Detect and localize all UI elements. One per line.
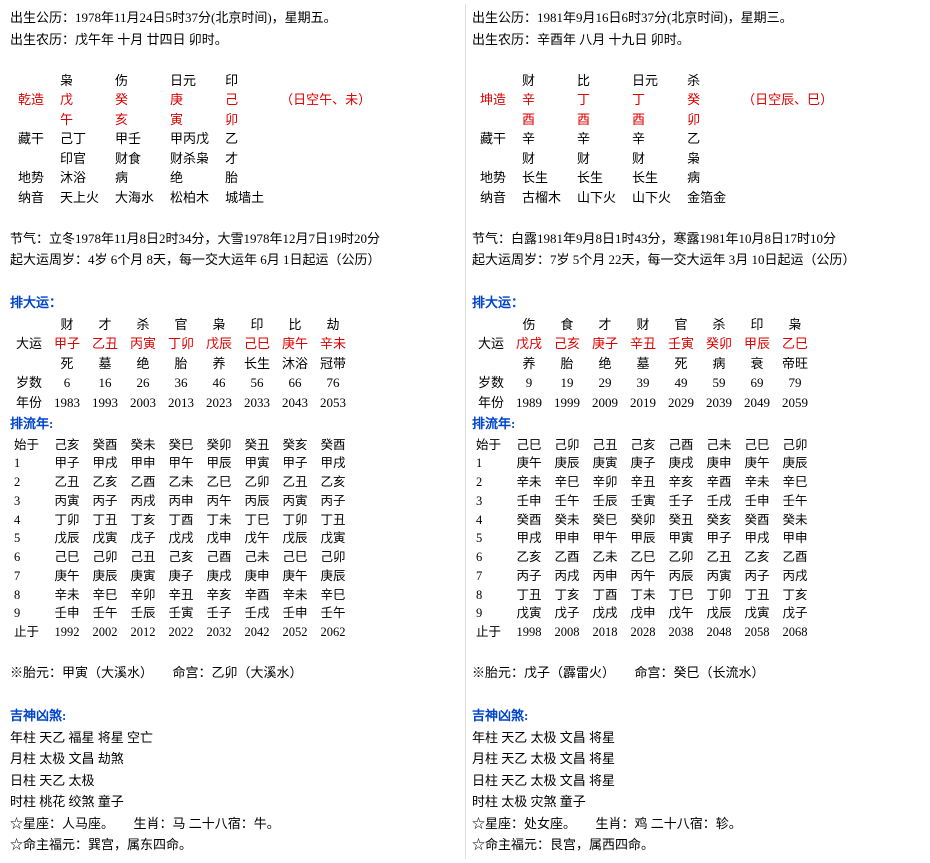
- lunar-line: 出生农历：戊午年 十月 廿四日 卯时。: [10, 30, 459, 50]
- qiyun-line: 起大运周岁：7岁 5个月 22天，每一交大运年 3月 10日起运（公历）: [472, 250, 920, 270]
- paidayun-title: 排大运：: [10, 293, 459, 313]
- solar-line: 出生公历：1981年9月16日6时37分(北京时间)，星期三。: [472, 8, 920, 28]
- left-panel: 出生公历：1978年11月24日5时37分(北京时间)，星期五。 出生农历：戊午…: [4, 4, 465, 859]
- qiyun-line: 起大运周岁：4岁 6个月 8天，每一交大运年 6月 1日起运（公历）: [10, 250, 459, 270]
- dayun-table-left: 财才杀官枭印比劫大运甲子乙丑丙寅丁卯戊辰己巳庚午辛未死墓绝胎养长生沐浴冠带岁数6…: [10, 315, 352, 413]
- lunar-line: 出生农历：辛酉年 八月 十九日 卯时。: [472, 30, 920, 50]
- dayun-table-right: 伤食才财官杀印枭大运戊戌己亥庚子辛丑壬寅癸卯甲辰乙巳养胎绝墓死病衰帝旺岁数919…: [472, 315, 814, 413]
- jieqi-line: 节气：立冬1978年11月8日2时34分，大雪1978年12月7日19时20分: [10, 229, 459, 249]
- taiyuan-line: ※胎元：甲寅（大溪水） 命宫：乙卯（大溪水）: [10, 663, 459, 683]
- bazi-table-left: 枭伤日元印 乾造戊癸庚己（日空午、未） 午亥寅卯 藏干己丁甲壬甲丙戊乙 印官财食…: [10, 71, 379, 208]
- solar-line: 出生公历：1978年11月24日5时37分(北京时间)，星期五。: [10, 8, 459, 28]
- jishen-title: 吉神凶煞:: [10, 706, 459, 726]
- paidayun-title: 排大运：: [472, 293, 920, 313]
- bazi-table-right: 财比日元杀 坤造辛丁丁癸（日空辰、巳） 酉酉酉卯 藏干辛辛辛乙 财财财枭 地势长…: [472, 71, 841, 208]
- liunian-table-left: 始于己亥癸酉癸未癸巳癸卯癸丑癸亥癸酉1甲子甲戌甲申甲午甲辰甲寅甲子甲戌2乙丑乙亥…: [10, 436, 352, 642]
- jishen-title: 吉神凶煞:: [472, 706, 920, 726]
- right-panel: 出生公历：1981年9月16日6时37分(北京时间)，星期三。 出生农历：辛酉年…: [465, 4, 926, 859]
- pailiunian-title: 排流年:: [10, 414, 459, 434]
- jishen-lines-left: 年柱 天乙 福星 将星 空亡月柱 太极 文昌 劫煞日柱 天乙 太极时柱 桃花 绞…: [10, 728, 459, 855]
- taiyuan-line: ※胎元：戊子（霹雷火） 命宫：癸巳（长流水）: [472, 663, 920, 683]
- liunian-table-right: 始于己巳己卯己丑己亥己酉己未己巳己卯1庚午庚辰庚寅庚子庚戌庚申庚午庚辰2辛未辛巳…: [472, 436, 814, 642]
- jieqi-line: 节气：白露1981年9月8日1时43分，寒露1981年10月8日17时10分: [472, 229, 920, 249]
- pailiunian-title: 排流年:: [472, 414, 920, 434]
- jishen-lines-right: 年柱 天乙 太极 文昌 将星月柱 天乙 太极 文昌 将星日柱 天乙 太极 文昌 …: [472, 728, 920, 855]
